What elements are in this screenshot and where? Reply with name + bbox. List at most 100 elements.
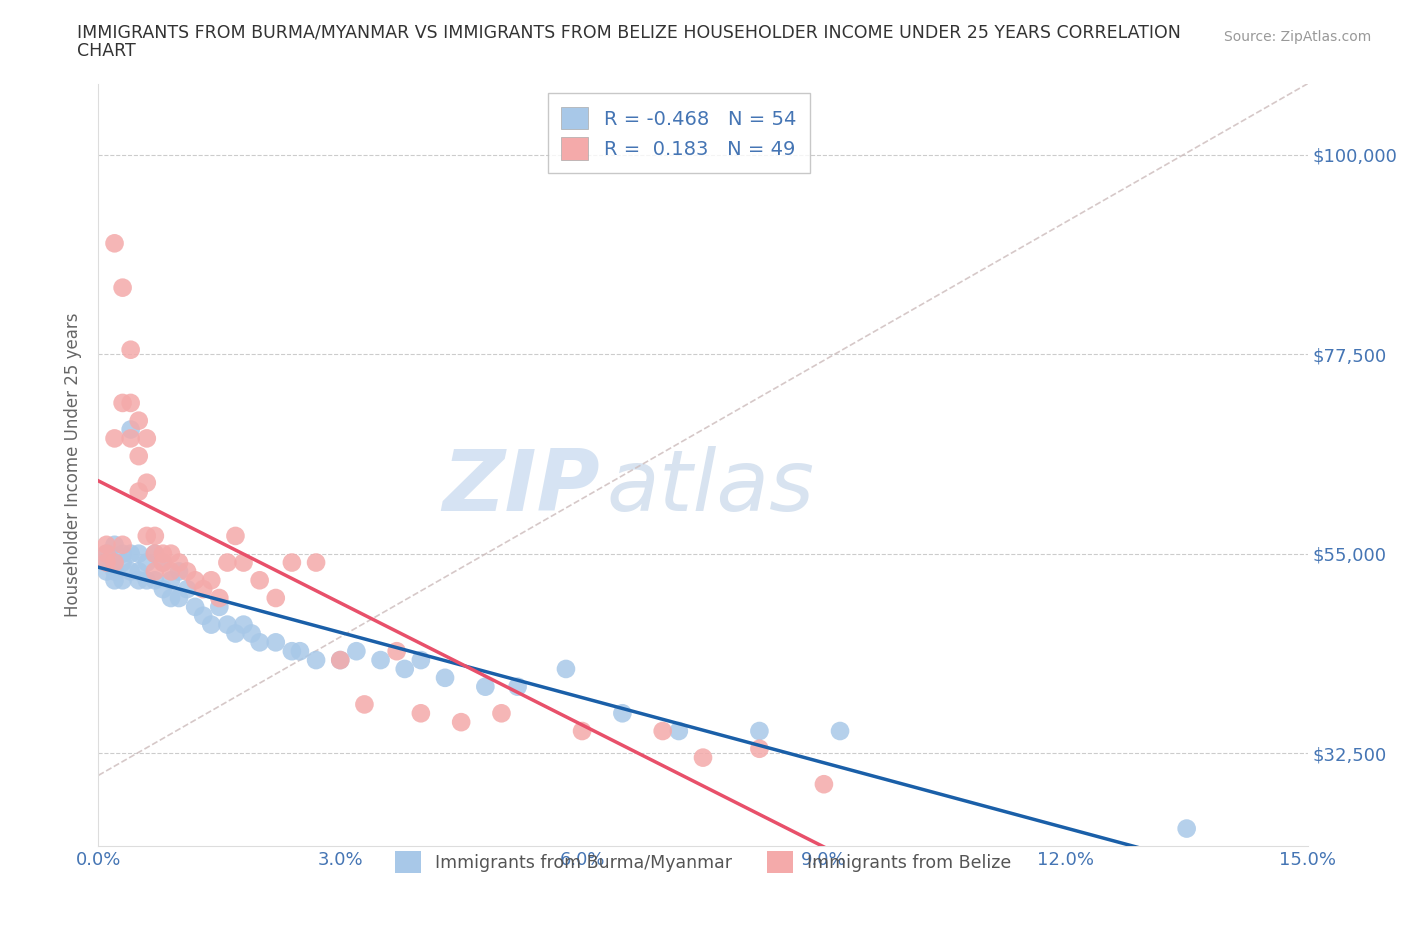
- Text: CHART: CHART: [77, 42, 136, 60]
- Point: [160, 546, 183, 561]
- Point: [96, 555, 118, 570]
- Point: [305, 653, 328, 668]
- Point: [103, 564, 125, 578]
- Point: [135, 475, 157, 490]
- Point: [128, 573, 150, 588]
- Point: [143, 546, 166, 561]
- Point: [813, 777, 835, 791]
- Point: [167, 591, 190, 605]
- Point: [111, 395, 134, 410]
- Point: [120, 395, 142, 410]
- Point: [120, 564, 142, 578]
- Point: [692, 751, 714, 765]
- Point: [748, 741, 770, 756]
- Point: [111, 538, 134, 552]
- Point: [103, 236, 125, 251]
- Point: [193, 608, 215, 623]
- Point: [96, 564, 118, 578]
- Y-axis label: Householder Income Under 25 years: Householder Income Under 25 years: [63, 312, 82, 618]
- Point: [224, 528, 246, 543]
- Point: [506, 679, 529, 694]
- Point: [1175, 821, 1198, 836]
- Point: [135, 555, 157, 570]
- Point: [217, 618, 239, 632]
- Point: [240, 626, 263, 641]
- Point: [668, 724, 690, 738]
- Point: [828, 724, 851, 738]
- Point: [208, 600, 231, 615]
- Point: [143, 528, 166, 543]
- Point: [143, 546, 166, 561]
- Point: [167, 555, 190, 570]
- Point: [200, 618, 222, 632]
- Point: [120, 546, 142, 561]
- Point: [208, 591, 231, 605]
- Point: [176, 564, 198, 578]
- Point: [249, 635, 271, 650]
- Point: [120, 342, 142, 357]
- Point: [103, 431, 125, 445]
- Point: [571, 724, 593, 738]
- Point: [281, 644, 304, 658]
- Point: [193, 581, 215, 596]
- Point: [152, 555, 174, 570]
- Point: [288, 644, 311, 658]
- Point: [612, 706, 634, 721]
- Point: [264, 635, 287, 650]
- Point: [128, 448, 150, 463]
- Point: [135, 528, 157, 543]
- Point: [120, 431, 142, 445]
- Point: [111, 573, 134, 588]
- Point: [409, 653, 432, 668]
- Point: [103, 538, 125, 552]
- Point: [555, 661, 578, 676]
- Point: [217, 555, 239, 570]
- Text: atlas: atlas: [606, 446, 814, 529]
- Point: [103, 573, 125, 588]
- Point: [152, 581, 174, 596]
- Point: [329, 653, 352, 668]
- Point: [160, 564, 183, 578]
- Point: [385, 644, 408, 658]
- Point: [232, 618, 254, 632]
- Point: [491, 706, 513, 721]
- Point: [96, 538, 118, 552]
- Point: [434, 671, 457, 685]
- Point: [370, 653, 392, 668]
- Point: [450, 715, 472, 730]
- Point: [167, 564, 190, 578]
- Point: [128, 564, 150, 578]
- Point: [651, 724, 673, 738]
- Point: [111, 280, 134, 295]
- Point: [249, 573, 271, 588]
- Text: ZIP: ZIP: [443, 446, 600, 529]
- Point: [143, 573, 166, 588]
- Point: [128, 413, 150, 428]
- Point: [120, 422, 142, 437]
- Point: [748, 724, 770, 738]
- Point: [224, 626, 246, 641]
- Point: [135, 573, 157, 588]
- Point: [111, 546, 134, 561]
- Point: [152, 546, 174, 561]
- Point: [264, 591, 287, 605]
- Point: [103, 555, 125, 570]
- Point: [103, 555, 125, 570]
- Point: [184, 573, 207, 588]
- Point: [281, 555, 304, 570]
- Point: [135, 431, 157, 445]
- Point: [96, 546, 118, 561]
- Point: [96, 546, 118, 561]
- Point: [160, 573, 183, 588]
- Point: [160, 591, 183, 605]
- Point: [474, 679, 496, 694]
- Point: [409, 706, 432, 721]
- Text: IMMIGRANTS FROM BURMA/MYANMAR VS IMMIGRANTS FROM BELIZE HOUSEHOLDER INCOME UNDER: IMMIGRANTS FROM BURMA/MYANMAR VS IMMIGRA…: [77, 23, 1181, 41]
- Point: [305, 555, 328, 570]
- Point: [143, 564, 166, 578]
- Text: Source: ZipAtlas.com: Source: ZipAtlas.com: [1223, 30, 1371, 44]
- Point: [184, 600, 207, 615]
- Point: [232, 555, 254, 570]
- Point: [200, 573, 222, 588]
- Point: [344, 644, 367, 658]
